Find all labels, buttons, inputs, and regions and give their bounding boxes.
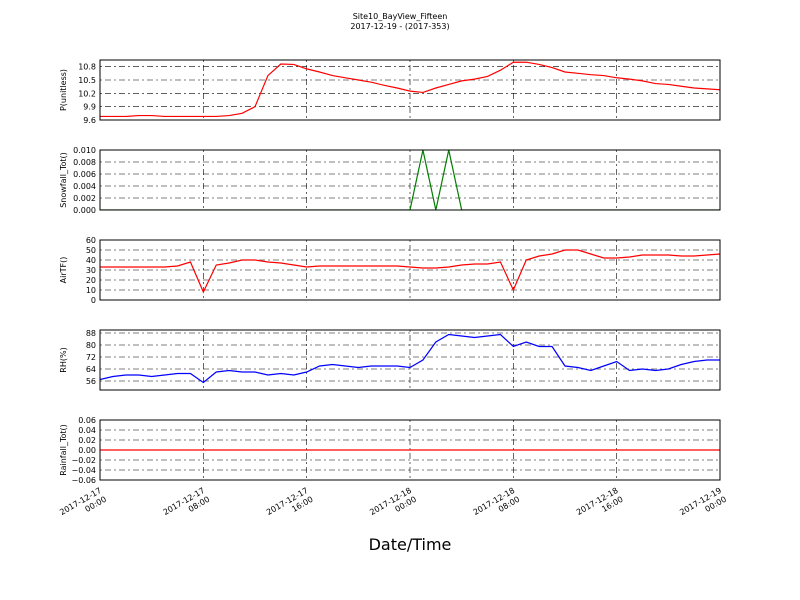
- y-axis-label: P(unitless): [59, 69, 68, 111]
- y-tick-label: −0.04: [71, 466, 96, 475]
- y-axis-label: Snowfall_Tot(): [59, 152, 68, 208]
- chart-title: Site10_BayView_Fifteen: [353, 12, 448, 21]
- y-tick-label: 0.004: [73, 182, 96, 191]
- y-tick-label: 60: [86, 236, 96, 245]
- y-tick-label: 80: [86, 341, 96, 350]
- y-tick-label: 88: [86, 329, 96, 338]
- axes-frame: [99, 239, 721, 301]
- data-line: [100, 249, 720, 294]
- y-tick-label: 50: [86, 246, 96, 255]
- y-tick-label: 0.04: [78, 426, 96, 435]
- y-tick-label: 10.2: [78, 89, 96, 98]
- y-axis-label: RH(%): [59, 347, 68, 372]
- y-tick-label: 0.010: [73, 146, 96, 155]
- y-tick-label: 10.5: [78, 76, 96, 85]
- y-tick-label: −0.02: [71, 456, 96, 465]
- y-tick-label: 9.9: [83, 103, 96, 112]
- y-tick-label: 56: [86, 377, 96, 386]
- axes-frame: [99, 329, 721, 391]
- y-tick-label: 0: [91, 296, 96, 305]
- y-axis-label: AirTF(): [59, 257, 68, 284]
- y-tick-label: 72: [86, 353, 96, 362]
- y-tick-label: 0.00: [78, 446, 96, 455]
- data-line: [100, 333, 720, 384]
- y-tick-label: 10.8: [78, 63, 96, 72]
- y-axis-label: Rainfall_Tot(): [59, 424, 68, 476]
- axes-frame: [99, 419, 721, 481]
- y-tick-label: 40: [86, 256, 96, 265]
- y-tick-label: 0.02: [78, 436, 96, 445]
- y-tick-label: 10: [86, 286, 96, 295]
- y-tick-label: −0.06: [71, 476, 96, 485]
- plot-area: [100, 61, 720, 118]
- axes-frame: [99, 59, 721, 121]
- x-axis-label: Date/Time: [369, 535, 452, 554]
- y-tick-label: 0.06: [78, 416, 96, 425]
- data-line: [100, 61, 720, 118]
- y-tick-label: 0.006: [73, 170, 96, 179]
- plot-area: [100, 249, 720, 294]
- y-tick-label: 20: [86, 276, 96, 285]
- y-tick-label: 0.002: [73, 194, 96, 203]
- y-tick-label: 64: [86, 365, 96, 374]
- y-tick-label: 9.6: [83, 116, 96, 125]
- axes-frame: [99, 149, 721, 211]
- plot-area: [100, 333, 720, 384]
- chart-subtitle: 2017-12-19 - (2017-353): [350, 22, 449, 31]
- y-tick-label: 0.000: [73, 206, 96, 215]
- y-tick-label: 0.008: [73, 158, 96, 167]
- y-tick-label: 30: [86, 266, 96, 275]
